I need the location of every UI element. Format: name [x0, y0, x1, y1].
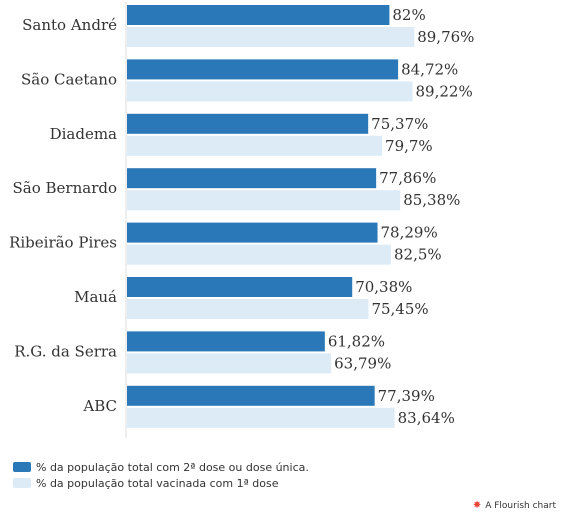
bar-first-dose[interactable] — [127, 407, 395, 428]
value-label: 75,45% — [371, 300, 428, 318]
legend-label-first-dose: % da população total vacinada com 1ª dos… — [36, 476, 279, 490]
value-label: 77,86% — [379, 169, 436, 187]
value-label: 89,22% — [416, 82, 473, 100]
legend-item-second-dose: % da população total com 2ª dose ou dose… — [13, 459, 309, 475]
value-label: 63,79% — [334, 354, 391, 372]
bar-first-dose[interactable] — [127, 190, 401, 211]
value-label: 82,5% — [394, 246, 442, 264]
category-label: ABC — [82, 397, 117, 415]
flourish-star-icon: ✸ — [472, 500, 482, 511]
category-label: Diadema — [50, 125, 117, 143]
value-label: 82% — [392, 6, 425, 24]
bar-first-dose[interactable] — [127, 353, 332, 374]
credit-text: A Flourish chart — [485, 500, 556, 511]
bar-first-dose[interactable] — [127, 27, 415, 47]
bar-second-dose[interactable] — [127, 113, 369, 134]
legend-label-second-dose: % da população total com 2ª dose ou dose… — [36, 460, 309, 474]
value-label: 77,39% — [378, 387, 435, 405]
value-label: 84,72% — [401, 60, 458, 78]
legend-swatch-first-dose — [13, 478, 31, 488]
legend-swatch-second-dose — [13, 462, 31, 472]
category-label: São Bernardo — [13, 179, 118, 197]
category-label: Santo André — [22, 16, 117, 34]
bar-first-dose[interactable] — [127, 81, 413, 102]
bar-second-dose[interactable] — [127, 277, 353, 297]
bar-second-dose[interactable] — [127, 59, 399, 80]
bar-first-dose[interactable] — [127, 135, 383, 156]
value-label: 89,76% — [417, 28, 474, 46]
category-label: R.G. da Serra — [14, 342, 117, 360]
bar-second-dose[interactable] — [127, 331, 325, 352]
bar-second-dose[interactable] — [127, 385, 375, 406]
bar-first-dose[interactable] — [127, 244, 391, 265]
flourish-credit-link[interactable]: ✸ A Flourish chart — [473, 500, 556, 511]
value-label: 85,38% — [403, 191, 460, 209]
legend-item-first-dose: % da população total vacinada com 1ª dos… — [13, 475, 309, 491]
bar-second-dose[interactable] — [127, 222, 378, 243]
value-label: 70,38% — [355, 278, 412, 296]
value-label: 78,29% — [381, 224, 438, 242]
bar-second-dose[interactable] — [127, 5, 390, 25]
value-label: 75,37% — [371, 115, 428, 133]
legend: % da população total com 2ª dose ou dose… — [13, 459, 309, 491]
value-label: 83,64% — [398, 409, 455, 427]
category-label: Mauá — [74, 288, 117, 306]
value-label: 79,7% — [385, 137, 433, 155]
category-label: São Caetano — [21, 70, 117, 88]
value-label: 61,82% — [328, 332, 385, 350]
bar-first-dose[interactable] — [127, 299, 369, 319]
category-label: Ribeirão Pires — [9, 234, 117, 252]
bar-second-dose[interactable] — [127, 168, 377, 189]
bar-chart: Santo André 82% 89,76% São Caetano 84,72% 89,… — [9, 2, 474, 438]
